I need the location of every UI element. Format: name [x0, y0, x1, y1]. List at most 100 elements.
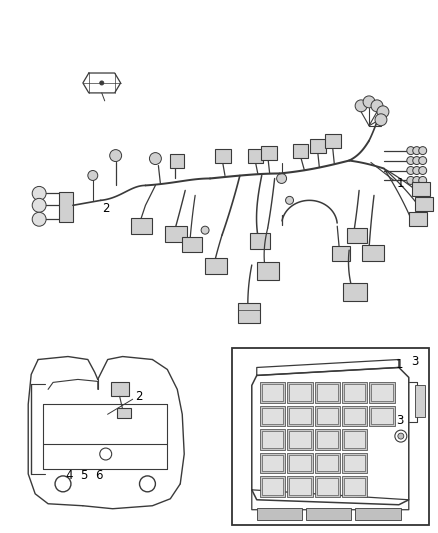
Bar [260, 477, 285, 497]
Bar [317, 384, 338, 401]
Bar [117, 408, 131, 418]
Bar [314, 453, 340, 473]
Text: 3: 3 [411, 355, 418, 368]
Bar [343, 283, 367, 301]
Text: 4: 4 [65, 470, 73, 482]
Bar [325, 134, 341, 148]
Bar [344, 478, 365, 495]
Bar [314, 406, 340, 426]
Circle shape [413, 147, 421, 155]
Bar [332, 246, 350, 261]
Bar [287, 382, 313, 403]
Bar [260, 453, 285, 473]
Bar [248, 149, 263, 163]
Circle shape [407, 176, 415, 184]
Bar [314, 382, 340, 403]
Circle shape [413, 166, 421, 174]
Circle shape [286, 196, 293, 204]
Bar [262, 478, 283, 495]
Circle shape [100, 81, 104, 85]
Bar [170, 154, 184, 167]
Bar [314, 430, 340, 450]
Bar [342, 382, 367, 403]
Bar [287, 477, 313, 497]
Circle shape [419, 157, 427, 165]
Text: 5: 5 [81, 470, 88, 482]
Bar [293, 144, 308, 158]
Circle shape [413, 176, 421, 184]
Bar [344, 384, 365, 401]
Circle shape [377, 106, 389, 118]
Bar [289, 384, 311, 401]
Bar [260, 430, 285, 450]
Bar [317, 431, 338, 448]
Bar [205, 258, 227, 274]
Bar [287, 453, 313, 473]
Circle shape [398, 433, 404, 439]
Bar [347, 228, 367, 243]
Bar [371, 384, 393, 401]
Bar [262, 455, 283, 471]
Circle shape [110, 150, 122, 161]
Bar [317, 478, 338, 495]
Circle shape [355, 100, 367, 112]
Bar [111, 382, 129, 397]
Bar [250, 233, 270, 249]
Text: 3: 3 [396, 414, 403, 427]
Bar [355, 508, 400, 520]
Text: 1: 1 [396, 358, 403, 371]
Text: 1: 1 [397, 177, 404, 190]
Bar [371, 408, 393, 424]
Bar [182, 237, 202, 252]
Text: 2: 2 [135, 390, 143, 403]
Bar [289, 408, 311, 424]
Bar [409, 212, 427, 226]
Circle shape [363, 96, 375, 108]
Bar [262, 384, 283, 401]
Bar [215, 149, 231, 163]
Bar [257, 508, 303, 520]
Circle shape [88, 171, 98, 181]
Circle shape [277, 173, 286, 183]
Bar [342, 430, 367, 450]
Bar [415, 385, 425, 417]
Circle shape [140, 476, 155, 492]
Bar [289, 478, 311, 495]
Bar [165, 226, 187, 242]
Circle shape [201, 226, 209, 234]
Bar [311, 139, 326, 152]
Circle shape [371, 100, 383, 112]
Circle shape [149, 152, 161, 165]
Circle shape [419, 176, 427, 184]
Bar [317, 408, 338, 424]
Bar [369, 382, 395, 403]
Bar [342, 406, 367, 426]
Circle shape [55, 476, 71, 492]
Bar [257, 262, 279, 280]
Circle shape [419, 166, 427, 174]
Bar [344, 408, 365, 424]
Bar [344, 431, 365, 448]
Bar [287, 430, 313, 450]
Text: 6: 6 [95, 470, 103, 482]
Bar [342, 453, 367, 473]
Bar [306, 508, 351, 520]
Bar [262, 408, 283, 424]
Circle shape [100, 448, 112, 460]
Bar [317, 455, 338, 471]
Bar [314, 477, 340, 497]
Text: 2: 2 [102, 201, 110, 215]
Circle shape [407, 157, 415, 165]
Bar [59, 192, 73, 222]
Bar [289, 431, 311, 448]
Circle shape [32, 198, 46, 212]
Bar [362, 245, 384, 261]
Bar [289, 455, 311, 471]
Bar [261, 146, 277, 159]
Bar [415, 197, 433, 211]
Circle shape [419, 147, 427, 155]
Circle shape [407, 166, 415, 174]
Bar [232, 348, 429, 524]
Bar [260, 406, 285, 426]
Circle shape [32, 212, 46, 226]
